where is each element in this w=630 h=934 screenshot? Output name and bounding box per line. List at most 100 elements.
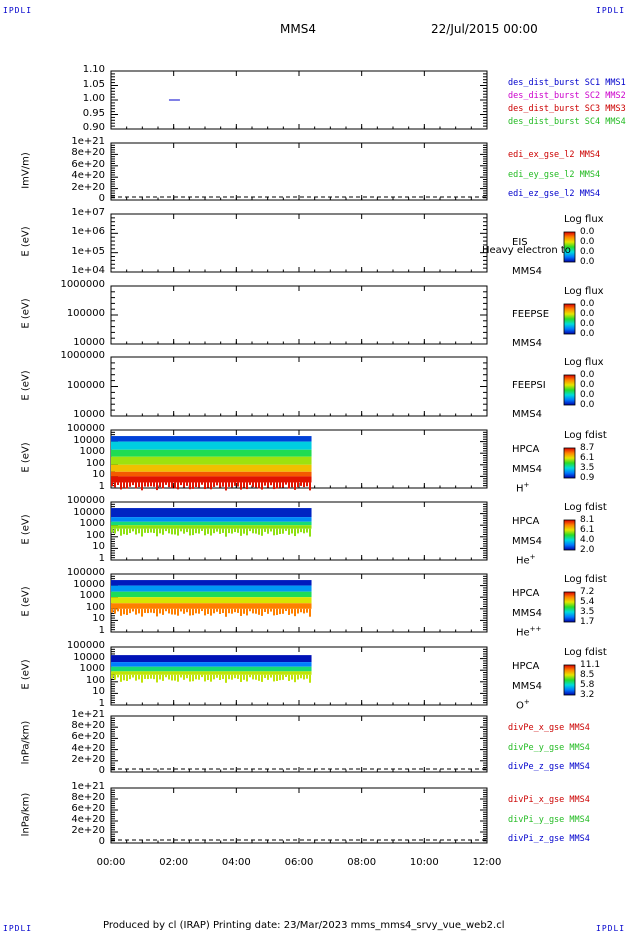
spectrogram-speckle <box>150 608 152 613</box>
x-tick-label: 06:00 <box>284 857 314 868</box>
corner-label-bl: IPDLI <box>3 924 33 933</box>
spectrogram-speckle <box>285 528 287 531</box>
spectrogram-speckle <box>192 674 194 682</box>
spectrogram-speckle <box>135 482 137 489</box>
spectrogram-speckle <box>129 674 131 680</box>
spectrogram-speckle <box>258 608 260 615</box>
spectrogram-speckle <box>267 528 269 534</box>
spectrogram-speckle <box>252 528 254 534</box>
colorbar-value: 0.0 <box>580 247 595 257</box>
spectrogram-speckle <box>261 482 263 490</box>
spectrogram-speckle <box>282 482 284 488</box>
spectrogram-speckle <box>186 674 188 679</box>
instrument-label: EIS <box>512 237 528 248</box>
spectrogram-band <box>111 603 312 609</box>
spectrogram-speckle <box>303 528 305 534</box>
spectrogram-speckle <box>180 608 182 612</box>
spectrogram-speckle <box>285 482 287 485</box>
spectrogram-speckle <box>117 674 119 678</box>
spectrogram-speckle <box>165 482 167 485</box>
y-tick-label: 6e+20 <box>71 731 105 743</box>
spectrogram-speckle <box>201 674 203 678</box>
spectrogram-speckle <box>309 482 311 491</box>
legend-entry: divPe_x_gse MMS4 <box>508 723 590 733</box>
spectrogram-band <box>111 666 312 672</box>
spectrogram-speckle <box>231 528 233 534</box>
species-charge: ++ <box>529 625 542 633</box>
y-tick-label: 6e+20 <box>71 803 105 814</box>
colorbar <box>563 231 576 263</box>
spectrogram-speckle <box>117 482 119 486</box>
spectrogram-speckle <box>138 674 140 680</box>
spectrogram-speckle <box>126 608 128 615</box>
spectrogram-speckle <box>258 528 260 535</box>
spectrogram-speckle <box>222 674 224 680</box>
y-tick-label: 4e+20 <box>71 814 105 825</box>
corner-label-tl: IPDLI <box>3 6 33 15</box>
colorbar-value: 0.0 <box>580 400 595 410</box>
spectrogram-band <box>111 471 312 477</box>
spectrogram-speckle <box>225 608 227 617</box>
spectrogram-speckle <box>153 528 155 534</box>
y-tick-label: 1e+21 <box>71 709 105 720</box>
spectrogram-speckle <box>129 528 131 534</box>
spectrogram-speckle <box>216 608 218 612</box>
colorbar-value: 6.1 <box>580 453 595 463</box>
spectrogram-speckle <box>168 674 170 680</box>
spectrogram-speckle <box>171 482 173 489</box>
date-title: 22/Jul/2015 00:00 <box>431 22 538 36</box>
spectrogram-speckle <box>150 482 152 487</box>
spectrogram-speckle <box>189 482 191 490</box>
spectrogram-speckle <box>159 674 161 680</box>
y-tick-label: 100 <box>85 529 105 541</box>
spectrogram-speckle <box>237 482 239 487</box>
y-tick-label: 100 <box>85 601 105 613</box>
species-label: He++ <box>516 625 542 639</box>
spectrogram-speckle <box>177 482 179 490</box>
colorbar-value: 11.1 <box>580 660 601 670</box>
spectrogram-speckle <box>195 528 197 534</box>
spectrogram-band <box>111 449 312 457</box>
spectrogram-speckle <box>246 674 248 682</box>
y-tick-label: 100 <box>85 674 105 686</box>
colorbar-title: Log fdist <box>564 502 607 513</box>
spectrogram-speckle <box>270 528 272 532</box>
spectrogram-speckle <box>126 482 128 489</box>
spectrogram-speckle <box>240 482 242 490</box>
spectrogram-speckle <box>243 674 245 680</box>
spectrogram-speckle <box>282 608 284 614</box>
spectrogram-speckle <box>300 608 302 613</box>
colorbar-value: 8.5 <box>580 670 595 680</box>
spectrogram-speckle <box>213 528 215 534</box>
spectrogram-speckle <box>159 482 161 488</box>
legend-entry: divPi_z_gse MMS4 <box>508 834 590 844</box>
spectrogram-speckle <box>174 608 176 615</box>
spectrogram-speckle <box>123 608 125 615</box>
spectrogram-speckle <box>261 608 263 616</box>
y-tick-label: 1 <box>98 625 105 636</box>
y-tick-label: 1e+05 <box>71 245 105 257</box>
spacecraft-label: MMS4 <box>512 464 542 475</box>
spectrogram-speckle <box>249 528 251 532</box>
spectrogram-speckle <box>294 608 296 617</box>
spectrogram-speckle <box>180 674 182 678</box>
legend-entry: edi_ex_gse_l2 MMS4 <box>508 150 601 160</box>
y-tick-label: 8e+20 <box>71 792 105 803</box>
spectrogram-speckle <box>213 482 215 487</box>
spectrogram-speckle <box>120 674 122 682</box>
colorbar-value: 0.0 <box>580 319 595 329</box>
colorbar-value: 8.7 <box>580 443 595 453</box>
spectrogram-speckle <box>276 608 278 615</box>
overlay-label: Heavy electron to <box>482 245 571 256</box>
species-label: He+ <box>516 553 536 567</box>
spectrogram-speckle <box>111 674 113 679</box>
spectrogram-speckle <box>114 608 116 614</box>
colorbar-value: 3.5 <box>580 607 595 617</box>
spacecraft-label: MMS4 <box>512 608 542 619</box>
y-tick-label: 10000 <box>73 434 105 446</box>
legend-entry: des_dist_burst SC1 MMS1 <box>508 78 626 88</box>
spectrogram-speckle <box>129 482 131 487</box>
y-tick-label: 10000 <box>73 337 105 348</box>
panel-frame-divpi <box>110 787 488 844</box>
spectrogram-speckle <box>279 482 281 488</box>
